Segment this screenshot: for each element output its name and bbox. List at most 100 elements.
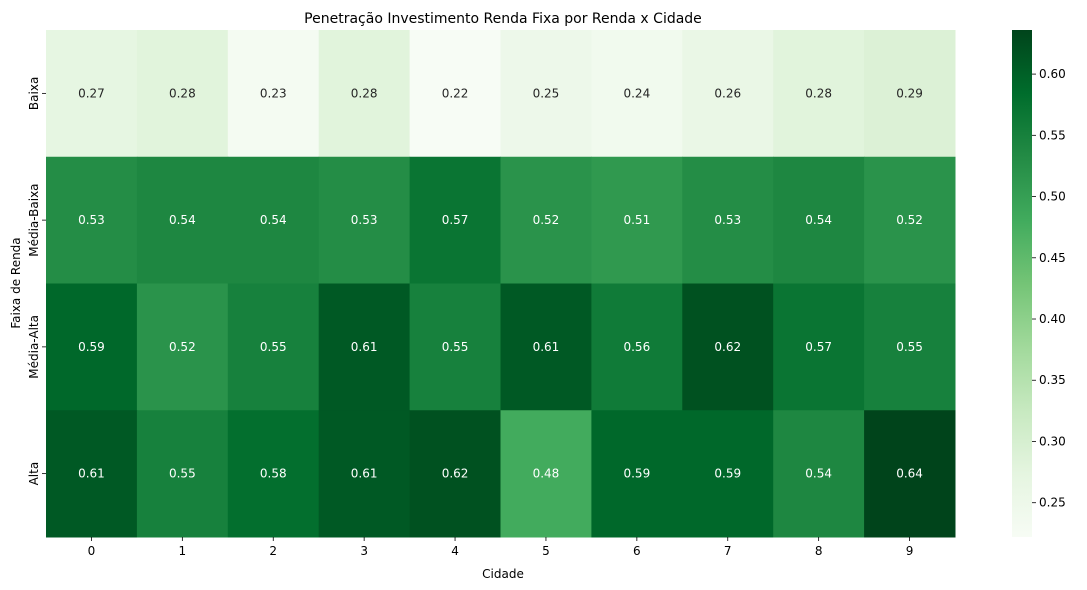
heatmap-cell [500, 30, 592, 158]
cell-value-label: 0.51 [623, 213, 650, 227]
cell-value-label: 0.55 [169, 467, 196, 481]
heatmap-cell [682, 283, 774, 411]
cell-value-label: 0.55 [442, 340, 469, 354]
heatmap-cell [500, 156, 592, 284]
heatmap-cell [318, 410, 411, 538]
cell-value-label: 0.26 [714, 86, 741, 100]
cell-value-label: 0.29 [896, 86, 923, 100]
heatmap-cell [591, 410, 683, 538]
heatmap-cell [318, 30, 411, 158]
x-tick-label: 9 [906, 544, 914, 558]
y-axis: Baixa Média-Baixa Média-Alta Alta [27, 77, 46, 486]
cell-value-label: 0.61 [351, 340, 378, 354]
cell-value-label: 0.52 [169, 340, 196, 354]
colorbar-ticks: 0.25 0.30 0.35 0.40 0.45 0.50 0.55 0.60 [1032, 67, 1066, 510]
cell-value-label: 0.61 [533, 340, 560, 354]
colorbar-tick-label: 0.40 [1039, 312, 1066, 326]
heatmap-cell [864, 156, 956, 284]
cell-value-label: 0.28 [351, 86, 378, 100]
x-axis-label: Cidade [482, 567, 524, 581]
heatmap-cell [500, 410, 592, 538]
cell-value-label: 0.57 [805, 340, 832, 354]
heatmap-cell [409, 156, 501, 284]
y-tick-label: Média-Alta [27, 315, 41, 379]
heatmap-cell [46, 30, 138, 158]
y-tick-label: Alta [27, 462, 41, 486]
cell-value-label: 0.58 [260, 467, 287, 481]
cell-value-label: 0.62 [442, 467, 469, 481]
colorbar-tick-label: 0.50 [1039, 190, 1066, 204]
x-tick-label: 7 [724, 544, 732, 558]
cell-value-label: 0.59 [714, 467, 741, 481]
cell-value-label: 0.59 [623, 467, 650, 481]
x-tick-label: 1 [179, 544, 187, 558]
heatmap-cell [864, 283, 956, 411]
cell-value-label: 0.54 [260, 213, 287, 227]
y-axis-label: Faixa de Renda [9, 237, 23, 328]
heatmap-cell [136, 283, 229, 411]
cell-value-label: 0.54 [169, 213, 196, 227]
heatmap-cell [136, 156, 229, 284]
heatmap-cell [591, 30, 683, 158]
cell-value-label: 0.23 [260, 86, 287, 100]
heatmap-cell [773, 30, 865, 158]
heatmap-cell [136, 30, 229, 158]
heatmap-cell [46, 410, 138, 538]
x-tick-label: 2 [269, 544, 277, 558]
y-tick-label: Baixa [27, 77, 41, 110]
heatmap-cell [227, 410, 320, 538]
heatmap-cell [227, 156, 320, 284]
cell-value-label: 0.52 [533, 213, 560, 227]
cell-value-label: 0.27 [78, 86, 105, 100]
colorbar-gradient [1012, 30, 1032, 537]
heatmap-cell [46, 156, 138, 284]
heatmap-cell [591, 156, 683, 284]
heatmap-cell [773, 410, 865, 538]
x-tick-label: 8 [815, 544, 823, 558]
x-tick-label: 5 [542, 544, 550, 558]
cell-value-label: 0.52 [896, 213, 923, 227]
heatmap-cell [500, 283, 592, 411]
cell-value-label: 0.61 [78, 467, 105, 481]
colorbar-tick-label: 0.35 [1039, 373, 1066, 387]
cell-value-label: 0.53 [351, 213, 378, 227]
cell-value-label: 0.54 [805, 467, 832, 481]
y-tick-label: Média-Baixa [27, 183, 41, 256]
cell-value-label: 0.62 [714, 340, 741, 354]
cell-value-label: 0.64 [896, 467, 923, 481]
cell-value-label: 0.59 [78, 340, 105, 354]
heatmap-cells: 0.27 0.28 0.23 0.28 0.22 0.25 0.24 0.26 0.28 0.29… [46, 30, 956, 538]
cell-value-label: 0.25 [533, 86, 560, 100]
colorbar-tick-label: 0.30 [1039, 434, 1066, 448]
cell-value-label: 0.61 [351, 467, 378, 481]
heatmap-cell [318, 283, 411, 411]
x-tick-label: 3 [360, 544, 368, 558]
heatmap-cell [318, 156, 411, 284]
heatmap-cell [682, 410, 774, 538]
cell-value-label: 0.48 [533, 467, 560, 481]
heatmap-cell [864, 30, 956, 158]
chart-title: Penetração Investimento Renda Fixa por R… [304, 11, 702, 27]
heatmap-cell [227, 283, 320, 411]
cell-value-label: 0.22 [442, 86, 469, 100]
heatmap-cell [227, 30, 320, 158]
heatmap-cell [136, 410, 229, 538]
cell-value-label: 0.53 [714, 213, 741, 227]
cell-value-label: 0.28 [805, 86, 832, 100]
cell-value-label: 0.55 [896, 340, 923, 354]
cell-value-label: 0.55 [260, 340, 287, 354]
cell-value-label: 0.24 [623, 86, 650, 100]
x-axis: 0 1 2 3 4 5 6 7 8 9 [88, 537, 914, 558]
heatmap-cell [773, 283, 865, 411]
colorbar-tick-label: 0.55 [1039, 128, 1066, 142]
heatmap-cell [46, 283, 138, 411]
colorbar-tick-label: 0.25 [1039, 496, 1066, 510]
cell-value-label: 0.28 [169, 86, 196, 100]
x-tick-label: 4 [451, 544, 459, 558]
colorbar: 0.25 0.30 0.35 0.40 0.45 0.50 0.55 0.60 [1012, 30, 1066, 537]
cell-value-label: 0.53 [78, 213, 105, 227]
x-tick-label: 0 [88, 544, 96, 558]
heatmap-cell [773, 156, 865, 284]
colorbar-tick-label: 0.60 [1039, 67, 1066, 81]
